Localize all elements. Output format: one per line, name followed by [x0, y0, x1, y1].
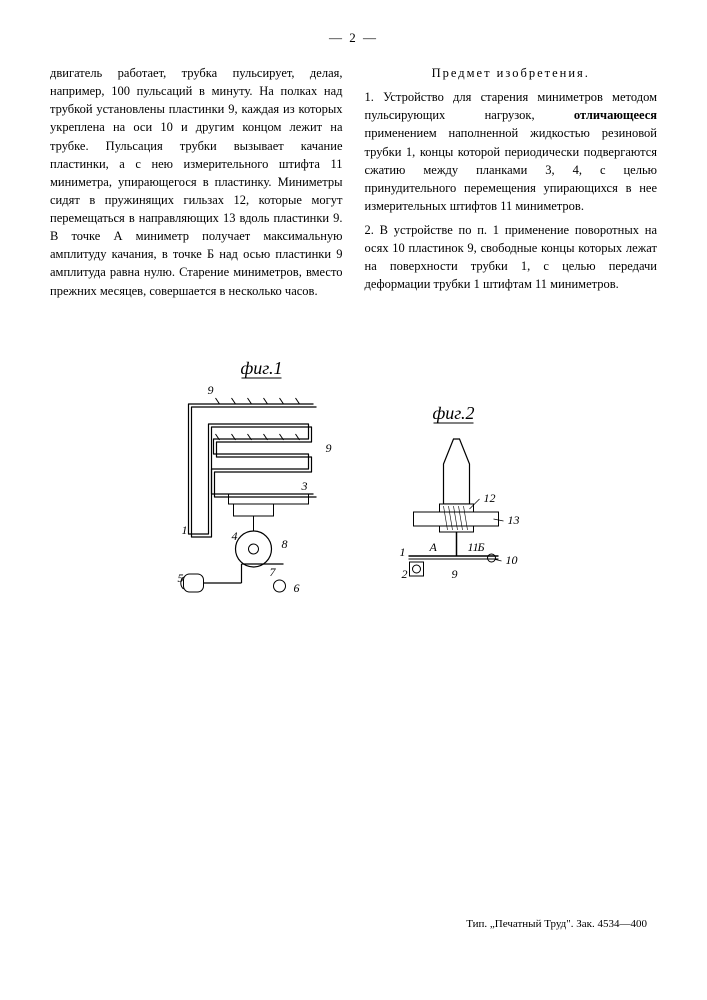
para-right-1: 1. Устройство для старения миниметров ме…	[365, 88, 658, 215]
svg-text:1: 1	[400, 545, 406, 559]
figures: фиг.1фиг.2993148576121311Б10А129	[50, 334, 657, 634]
svg-text:фиг.1: фиг.1	[240, 358, 282, 378]
svg-text:А: А	[429, 540, 438, 554]
page: — 2 — двигатель работает, трубка пульсир…	[0, 0, 707, 654]
right-column: Предмет изобретения. 1. Устройство для с…	[365, 64, 658, 306]
svg-text:13: 13	[508, 513, 520, 527]
p1-b: отличающееся	[574, 108, 657, 122]
columns: двигатель работает, трубка пульсирует, д…	[50, 64, 657, 306]
svg-text:2: 2	[402, 567, 408, 581]
svg-text:7: 7	[270, 565, 277, 579]
page-number: — 2 —	[50, 30, 657, 46]
para-right-2: 2. В устройстве по п. 1 применение повор…	[365, 221, 658, 294]
svg-text:фиг.2: фиг.2	[432, 403, 474, 423]
svg-text:Б: Б	[477, 540, 485, 554]
svg-text:1: 1	[182, 523, 188, 537]
svg-text:3: 3	[301, 479, 308, 493]
figures-svg: фиг.1фиг.2993148576121311Б10А129	[50, 334, 657, 634]
svg-text:12: 12	[484, 491, 496, 505]
footer: Тип. „Печатный Труд". Зак. 4534—400	[466, 918, 647, 930]
svg-text:9: 9	[208, 383, 214, 397]
svg-text:10: 10	[506, 553, 518, 567]
svg-text:8: 8	[282, 537, 288, 551]
para-left-1: двигатель работает, трубка пульсирует, д…	[50, 64, 343, 300]
svg-text:5: 5	[178, 571, 184, 585]
left-column: двигатель работает, трубка пульсирует, д…	[50, 64, 343, 306]
svg-text:4: 4	[232, 529, 238, 543]
heading-right: Предмет изобретения.	[365, 64, 658, 82]
svg-text:6: 6	[294, 581, 300, 595]
svg-text:9: 9	[326, 441, 332, 455]
p1-c: применением наполненной жидкостью резино…	[365, 126, 658, 213]
svg-text:9: 9	[452, 567, 458, 581]
